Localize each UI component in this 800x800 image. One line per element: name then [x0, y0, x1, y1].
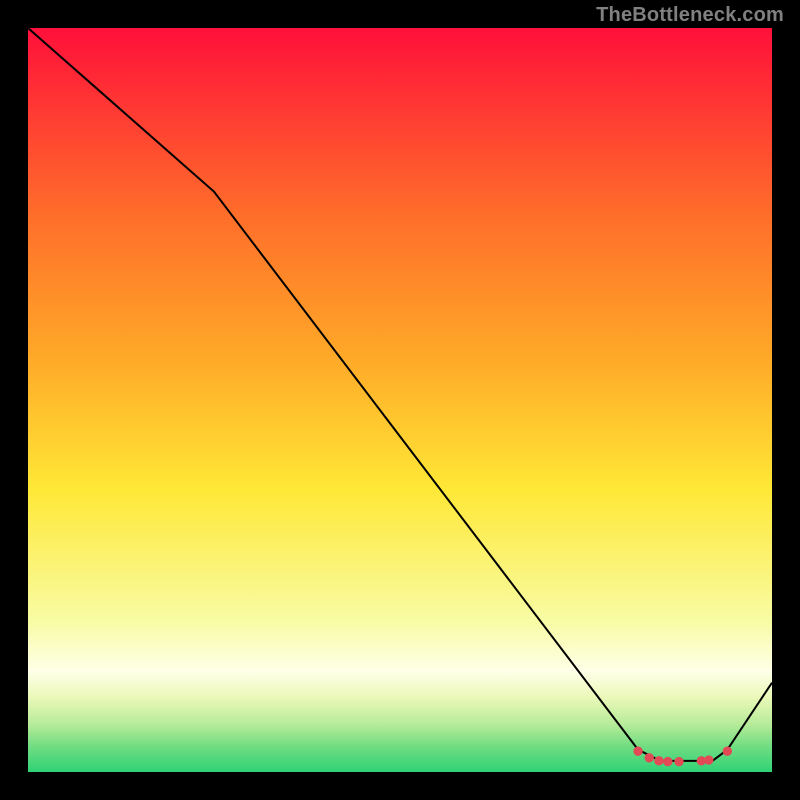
plot-gradient [28, 28, 772, 772]
data-marker [655, 757, 663, 765]
data-marker [634, 747, 642, 755]
data-marker [664, 757, 672, 765]
data-marker [645, 754, 653, 762]
data-marker [723, 747, 731, 755]
chart-container: { "watermark_text": "TheBottleneck.com",… [0, 0, 800, 800]
bottleneck-chart [0, 0, 800, 800]
data-marker [675, 757, 683, 765]
watermark-text: TheBottleneck.com [596, 4, 784, 27]
data-marker [705, 756, 713, 764]
